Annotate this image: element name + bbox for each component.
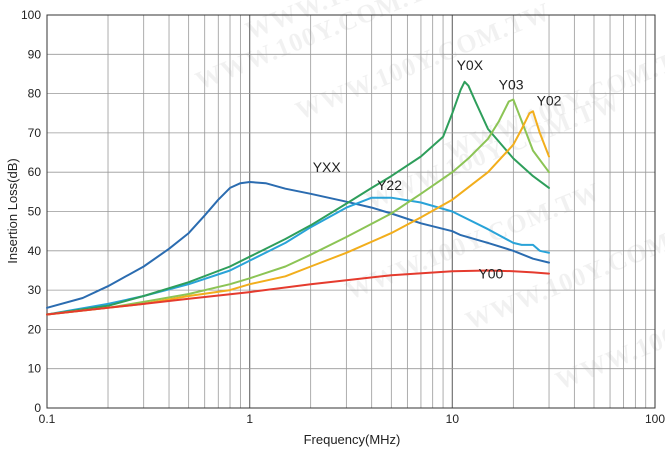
x-tick-label: 1 [246,412,253,426]
y-tick-label: 60 [28,165,42,179]
y-tick-label: 90 [28,47,42,61]
series-label-y02: Y02 [537,92,562,108]
series-labels: YXX Y22 Y0X Y03 Y02 Y00 [313,57,562,281]
x-tick-label: 100 [645,412,665,426]
series-line-y0x [46,80,550,316]
series-line-y02 [46,110,550,316]
series-label-y22: Y22 [377,177,402,193]
y-tick-label: 0 [34,401,41,415]
x-tick-label: 10 [446,412,460,426]
x-tick-label: 0.1 [39,412,56,426]
series-lines [46,80,550,316]
series-label-y03: Y03 [499,77,524,93]
x-axis-title: Frequency(MHz) [304,432,401,447]
y-tick-label: 30 [28,283,42,297]
y-tick-label: 40 [28,244,42,258]
plot-grid [47,15,655,408]
series-label-y0x: Y0X [457,57,484,73]
y-axis-title: Insertion Loss(dB) [5,158,20,264]
series-label-y00: Y00 [478,265,503,281]
series-line-y22 [46,196,550,316]
y-tick-label: 10 [28,362,42,376]
series-label-yxx: YXX [313,159,342,175]
y-tick-label: 80 [28,87,42,101]
y-tick-label: 70 [28,126,42,140]
y-tick-label: 100 [21,8,41,22]
y-tick-label: 20 [28,322,42,336]
y-tick-label: 50 [28,205,42,219]
series-line-y00 [46,269,550,316]
plot-frame [46,14,656,409]
axis-ticks: 0 10 20 30 40 50 60 70 80 90 100 0.1 1 10 100 [21,8,665,426]
series-line-yxx [46,181,550,309]
series-line-y03 [46,98,550,316]
